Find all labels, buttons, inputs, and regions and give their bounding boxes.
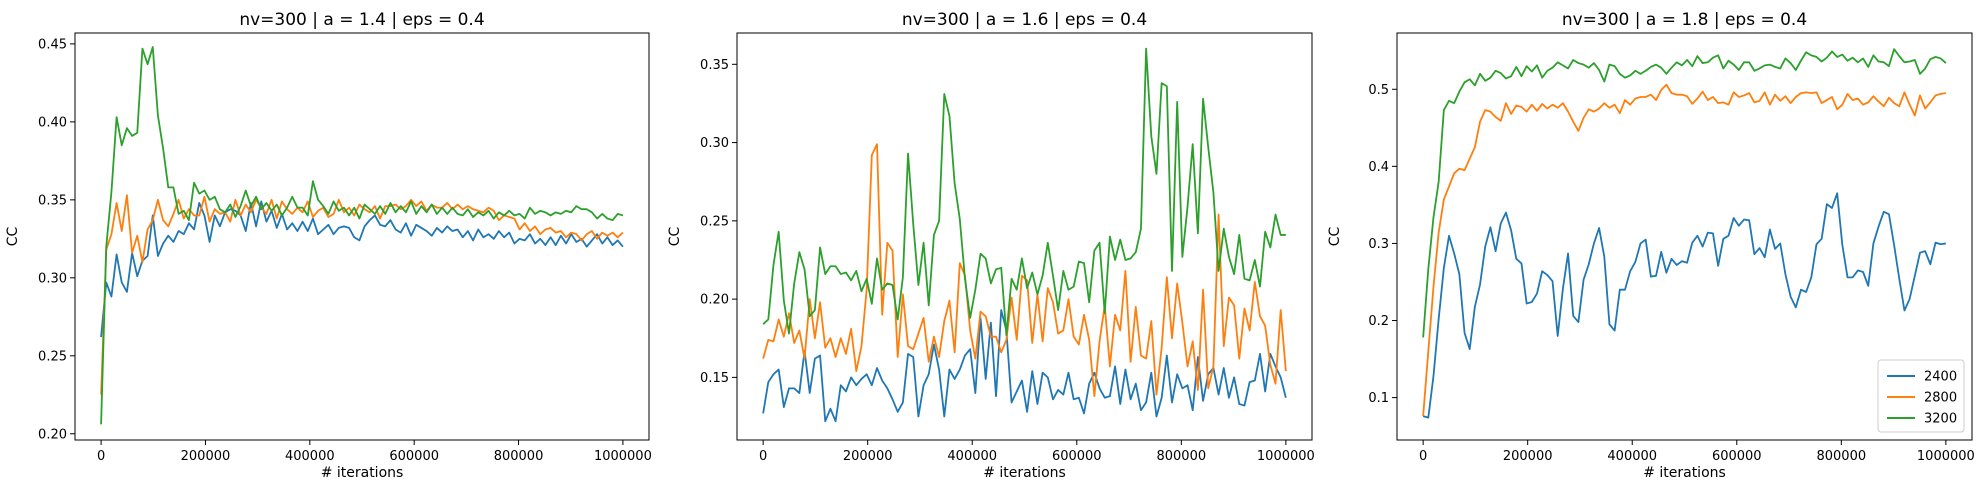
- subplot-2: 0 200000 400000 600000 800000 1000000 0.15 0.20…: [667, 10, 1315, 481]
- y-tick-label: 0.35: [38, 193, 67, 208]
- subplot-1: 0 200000 400000 600000 800000 1000000 0.20 0.25…: [5, 10, 652, 481]
- series-line-2800: [100, 194, 624, 395]
- legend-label-2800: 2800: [1924, 391, 1957, 406]
- x-tick-label: 600000: [1052, 449, 1102, 464]
- x-tick-label: 1000000: [594, 449, 652, 464]
- x-tick-label: 600000: [1712, 449, 1762, 464]
- y-tick-label: 0.15: [700, 371, 729, 386]
- y-tick-label: 0.30: [700, 136, 729, 151]
- y-tick-label: 0.25: [38, 349, 67, 364]
- y-tick-label: 0.30: [38, 271, 67, 286]
- y-tick-label: 0.1: [1368, 391, 1389, 406]
- series-line-3200: [1422, 48, 1947, 338]
- series-line-3200: [762, 47, 1286, 337]
- axes-frame: [74, 32, 650, 441]
- y-tick-label: 0.40: [38, 115, 67, 130]
- x-tick-label: 800000: [494, 449, 544, 464]
- x-tick-label: 1000000: [1257, 449, 1315, 464]
- y-axis-label: CC: [1327, 227, 1343, 247]
- x-tick-label: 600000: [389, 449, 439, 464]
- y-axis-label: CC: [667, 227, 683, 247]
- legend-box: [1877, 359, 1965, 433]
- y-tick-label: 0.20: [38, 427, 67, 442]
- subplot-3: 0 200000 400000 600000 800000 1000000 0.1 0.2 0.…: [1327, 10, 1975, 481]
- y-tick-label: 0.20: [700, 293, 729, 308]
- x-tick-label: 200000: [843, 449, 893, 464]
- x-axis-label: # iterations: [1643, 465, 1726, 481]
- y-tick-label: 0.4: [1368, 160, 1389, 175]
- x-tick-label: 1000000: [1917, 449, 1975, 464]
- x-axis-label: # iterations: [983, 465, 1066, 481]
- x-tick-label: 800000: [1816, 449, 1866, 464]
- x-tick-label: 200000: [181, 449, 231, 464]
- y-tick-label: 0.5: [1368, 83, 1389, 98]
- y-tick-label: 0.2: [1368, 314, 1389, 329]
- x-tick-label: 800000: [1156, 449, 1206, 464]
- y-tick-label: 0.35: [700, 58, 729, 73]
- plot-area: [75, 33, 649, 440]
- x-tick-label: 0: [97, 449, 105, 464]
- y-tick-label: 0.3: [1368, 237, 1389, 252]
- legend: 2400 2800 3200: [1877, 359, 1965, 433]
- series-line-3200: [100, 46, 624, 425]
- y-tick-label: 0.25: [700, 214, 729, 229]
- chart-title: nv=300 | a = 1.6 | eps = 0.4: [902, 10, 1147, 30]
- axes-frame: [1396, 32, 1973, 441]
- x-tick-label: 0: [759, 449, 767, 464]
- x-tick-label: 200000: [1503, 449, 1553, 464]
- x-tick-label: 400000: [947, 449, 997, 464]
- x-tick-label: 400000: [285, 449, 335, 464]
- chart-title: nv=300 | a = 1.4 | eps = 0.4: [239, 10, 484, 30]
- legend-label-3200: 3200: [1924, 412, 1957, 427]
- axes-frame: [736, 32, 1313, 441]
- x-tick-label: 0: [1419, 449, 1427, 464]
- series-line-2400: [100, 200, 624, 338]
- y-tick-label: 0.45: [38, 37, 67, 52]
- x-tick-label: 400000: [1607, 449, 1657, 464]
- legend-label-2400: 2400: [1924, 370, 1957, 385]
- x-axis-label: # iterations: [321, 465, 404, 481]
- y-axis-label: CC: [5, 227, 21, 247]
- series-line-2800: [1422, 83, 1946, 417]
- series-line-2400: [1422, 192, 1946, 419]
- chart-title: nv=300 | a = 1.8 | eps = 0.4: [1562, 10, 1807, 30]
